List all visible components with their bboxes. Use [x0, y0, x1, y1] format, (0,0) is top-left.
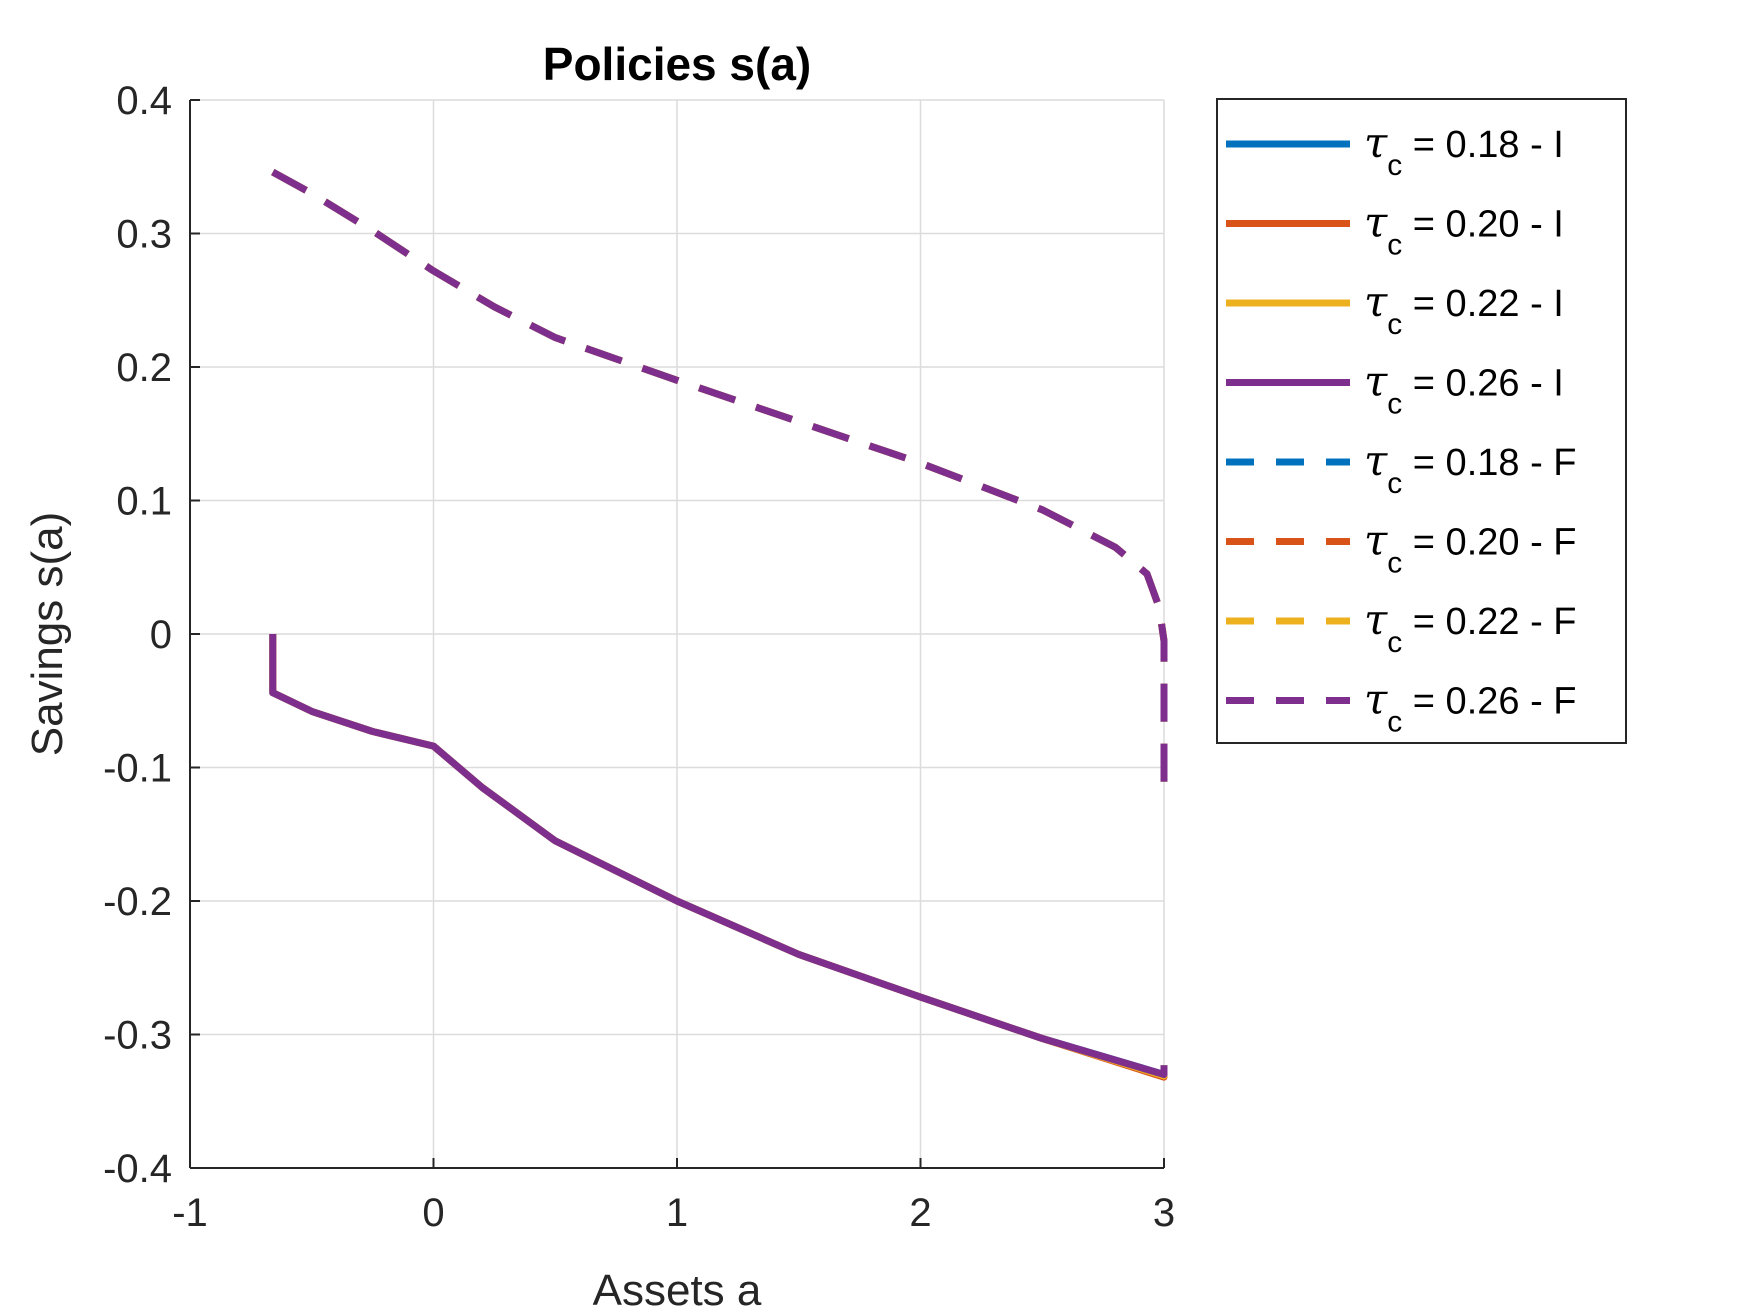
legend-label-8: τc = 0.26 - F	[1364, 675, 1577, 739]
legend-label-3: τc = 0.22 - I	[1364, 277, 1564, 341]
y-tick-label: 0.2	[116, 346, 172, 390]
y-tick-label: -0.3	[103, 1014, 172, 1058]
legend: τc = 0.18 - I τc = 0.20 - I τc = 0.22 - I τ…	[1216, 98, 1627, 744]
series-line-4	[269, 634, 1168, 1078]
x-tick-label: 2	[909, 1191, 931, 1235]
legend-label-5: τc = 0.18 - F	[1364, 436, 1577, 500]
y-tick-label: 0.3	[116, 213, 172, 257]
legend-box	[1216, 98, 1627, 744]
x-axis-label: Assets a	[593, 1266, 762, 1313]
axes	[189, 99, 1165, 1169]
x-tick-label: -1	[172, 1191, 208, 1235]
legend-label-4: τc = 0.26 - I	[1364, 357, 1564, 421]
legend-label-6: τc = 0.20 - F	[1364, 516, 1577, 580]
chart-title: Policies s(a)	[543, 38, 811, 90]
grid	[189, 99, 1165, 1169]
y-tick-label: 0.4	[116, 79, 172, 123]
legend-label-2: τc = 0.20 - I	[1364, 198, 1564, 262]
legend-label-7: τc = 0.22 - F	[1364, 595, 1577, 659]
series-group	[269, 169, 1168, 1081]
y-tick-label: 0.1	[116, 480, 172, 524]
y-tick-label: -0.2	[103, 880, 172, 924]
x-tick-label: 3	[1153, 1191, 1175, 1235]
y-axis-label: Savings s(a)	[23, 512, 72, 757]
x-tick-label: 1	[666, 1191, 688, 1235]
series-line-8	[271, 169, 1168, 795]
y-tick-label: -0.1	[103, 747, 172, 791]
y-tick-label: 0	[150, 613, 172, 657]
x-tick-label: 0	[422, 1191, 444, 1235]
tick-labels: -1 0 1 2 3 -0.4 -0.3 -0.2 -0.1 0 0.1 0.2 0.3 0.4	[103, 79, 1175, 1235]
y-tick-label: -0.4	[103, 1147, 172, 1191]
legend-label-1: τc = 0.18 - I	[1364, 118, 1564, 182]
